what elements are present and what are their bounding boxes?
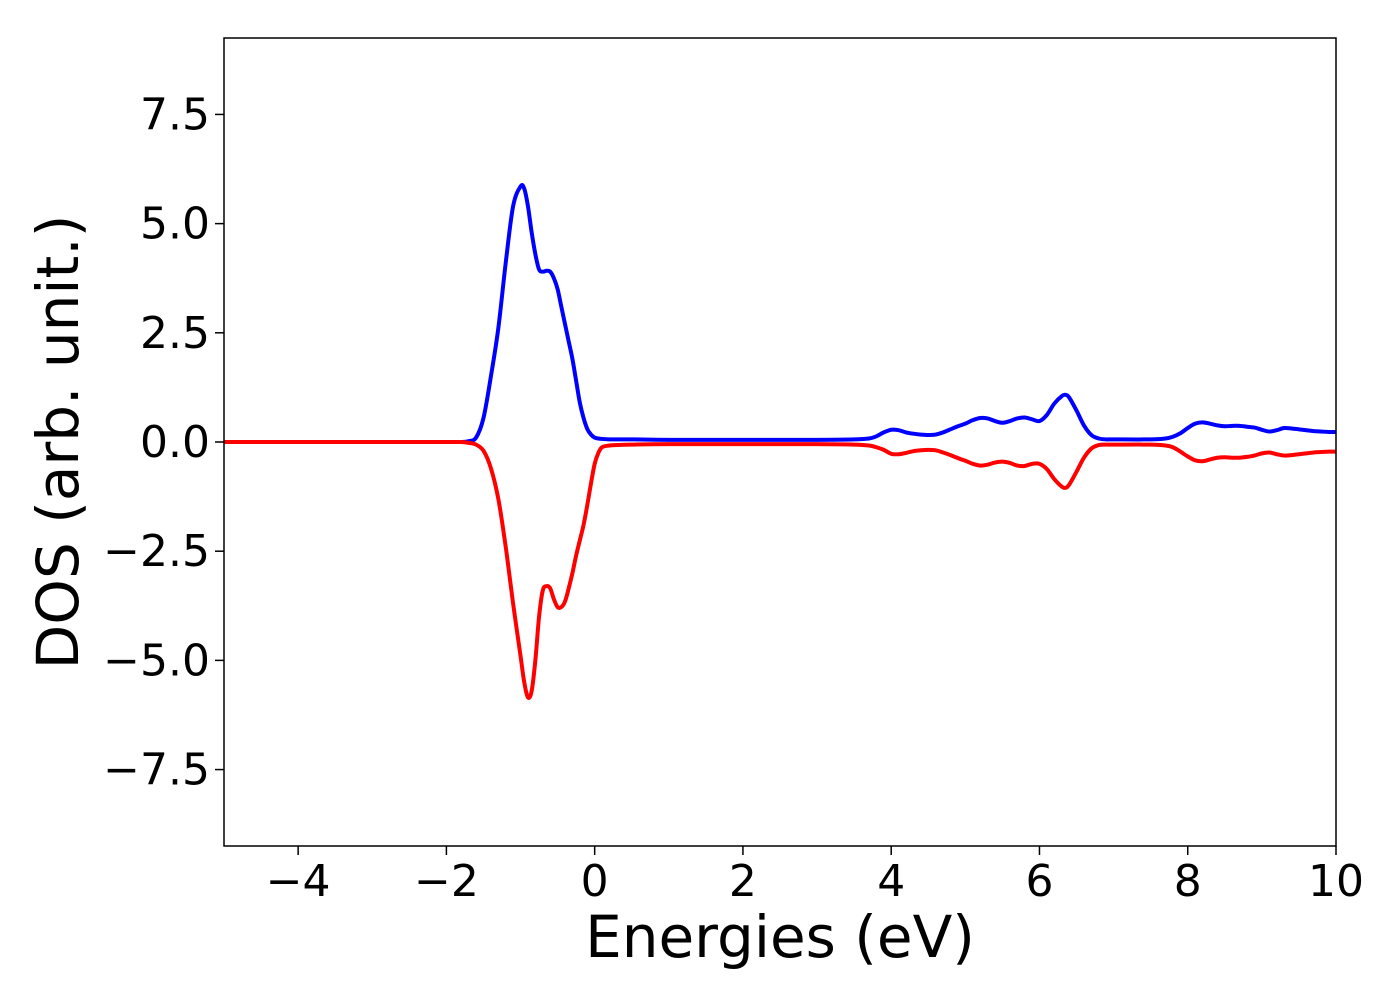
y-tick-label: 2.5 [140, 308, 210, 359]
x-tick-label: 6 [1025, 856, 1053, 907]
y-axis: 7.5 5.0 2.5 0.0 −2.5 −5.0 −7.5 [103, 89, 224, 796]
x-axis-label: Energies (eV) [585, 903, 975, 971]
x-tick-label: 4 [877, 856, 905, 907]
series-layer [224, 183, 1337, 700]
x-tick-label: 8 [1174, 856, 1202, 907]
y-tick-label: 0.0 [140, 417, 210, 468]
x-tick-label: −2 [414, 856, 479, 907]
x-axis: −4 −2 0 2 4 6 8 10 [266, 846, 1364, 907]
x-tick-label: 2 [729, 856, 757, 907]
y-axis-label: DOS (arb. unit.) [24, 215, 92, 670]
y-tick-label: 7.5 [140, 89, 210, 140]
y-tick-label: −7.5 [103, 745, 210, 796]
series-line-spin-up [224, 183, 1337, 445]
series-line-spin-down [224, 439, 1337, 700]
x-tick-label: 10 [1308, 856, 1364, 907]
y-tick-label: −2.5 [103, 526, 210, 577]
y-tick-label: −5.0 [103, 635, 210, 686]
x-tick-label: 0 [581, 856, 609, 907]
x-tick-label: −4 [266, 856, 331, 907]
y-tick-label: 5.0 [140, 199, 210, 250]
